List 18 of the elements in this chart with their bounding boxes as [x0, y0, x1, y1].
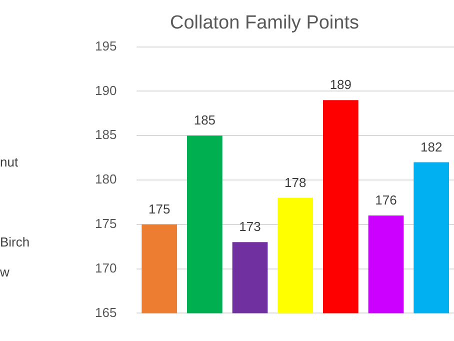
y-tick-label: 185: [94, 127, 117, 142]
y-tick-label: 165: [94, 304, 117, 320]
data-label: 189: [330, 77, 352, 92]
text: Birch: [0, 234, 30, 250]
text: w: [0, 264, 10, 280]
text: nut: [0, 154, 18, 170]
y-tick-label: 195: [94, 38, 117, 54]
data-label: 176: [375, 192, 397, 208]
y-tick-label: 170: [94, 260, 117, 276]
data-label: 185: [194, 112, 216, 128]
data-label: 173: [239, 219, 261, 234]
y-tick-label: 175: [94, 216, 117, 231]
data-label: 178: [284, 174, 306, 190]
y-tick-label: 190: [94, 82, 117, 98]
data-label: 175: [148, 201, 170, 216]
chart-title: Collaton Family Points: [170, 12, 360, 34]
y-tick-label: 180: [94, 172, 117, 187]
data-label: 182: [420, 139, 442, 154]
